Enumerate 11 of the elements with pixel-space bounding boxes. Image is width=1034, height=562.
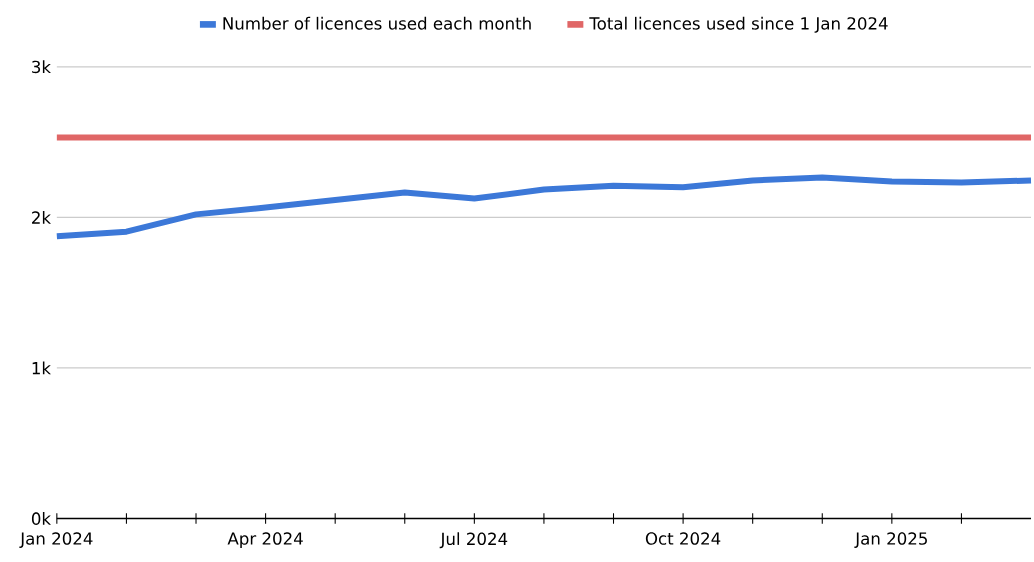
y-tick-label: 0k xyxy=(31,511,51,525)
y-tick-label: 2k xyxy=(32,210,51,224)
x-tick-label: Jan 2024 xyxy=(19,532,93,548)
legend-label: Total licences used since 1 Jan 2024 xyxy=(589,16,888,33)
x-tick-label: Jan 2025 xyxy=(854,532,927,548)
y-tick-label: 1k xyxy=(32,361,51,375)
x-tick-label: Oct 2024 xyxy=(645,532,721,545)
legend-label: Number of licences used each month xyxy=(223,16,531,30)
x-tick-label: Jul 2024 xyxy=(439,532,508,549)
x-tick-label: Apr 2024 xyxy=(227,532,303,548)
y-tick-label: 3k xyxy=(32,60,51,74)
